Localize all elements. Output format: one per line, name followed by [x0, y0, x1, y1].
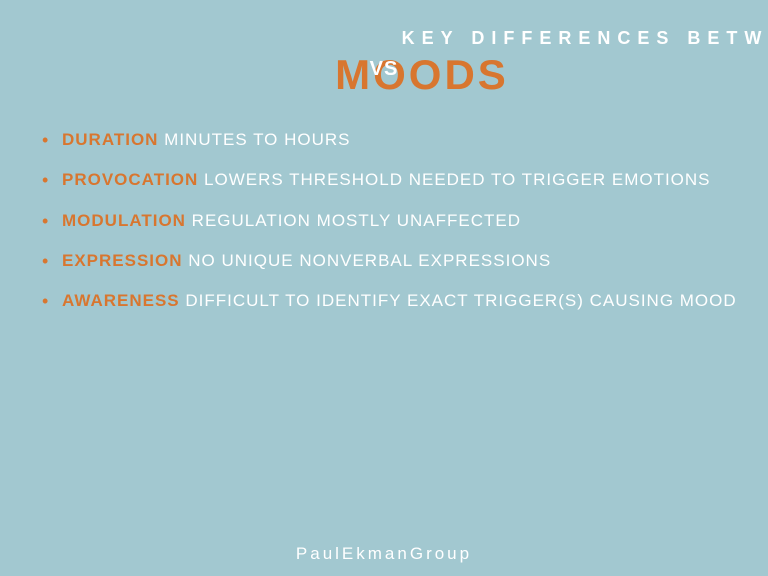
point-item: AWARENESS DIFFICULT TO IDENTIFY EXACT TR…	[38, 288, 768, 314]
left-header: KEY DIFFERENCES BETWEEN MOODS	[38, 28, 768, 99]
point-text: NO UNIQUE NONVERBAL EXPRESSIONS	[183, 251, 552, 270]
point-item: PROVOCATION LOWERS THRESHOLD NEEDED TO T…	[38, 167, 768, 193]
point-text: DIFFICULT TO IDENTIFY EXACT TRIGGER(S) C…	[180, 291, 737, 310]
footer-brand: PaulEkmanGroup	[296, 544, 472, 564]
point-item: MODULATION REGULATION MOSTLY UNAFFECTED	[38, 208, 768, 234]
point-key: AWARENESS	[62, 291, 180, 310]
left-column-moods: KEY DIFFERENCES BETWEEN MOODS DURATION M…	[0, 0, 768, 576]
infographic-root: KEY DIFFERENCES BETWEEN MOODS DURATION M…	[0, 0, 768, 576]
point-text: REGULATION MOSTLY UNAFFECTED	[186, 211, 521, 230]
point-key: DURATION	[62, 130, 158, 149]
supertitle-left-half: KEY DIFFERENCES BETWEEN	[230, 28, 768, 49]
point-item: EXPRESSION NO UNIQUE NONVERBAL EXPRESSIO…	[38, 248, 768, 274]
point-key: PROVOCATION	[62, 170, 198, 189]
point-key: MODULATION	[62, 211, 186, 230]
point-item: DURATION MINUTES TO HOURS	[38, 127, 768, 153]
moods-points-list: DURATION MINUTES TO HOURS PROVOCATION LOW…	[38, 127, 768, 329]
point-text: MINUTES TO HOURS	[158, 130, 350, 149]
title-moods: MOODS	[38, 51, 768, 99]
vs-label: VS	[370, 58, 399, 81]
point-text: LOWERS THRESHOLD NEEDED TO TRIGGER EMOTI…	[198, 170, 710, 189]
point-key: EXPRESSION	[62, 251, 183, 270]
